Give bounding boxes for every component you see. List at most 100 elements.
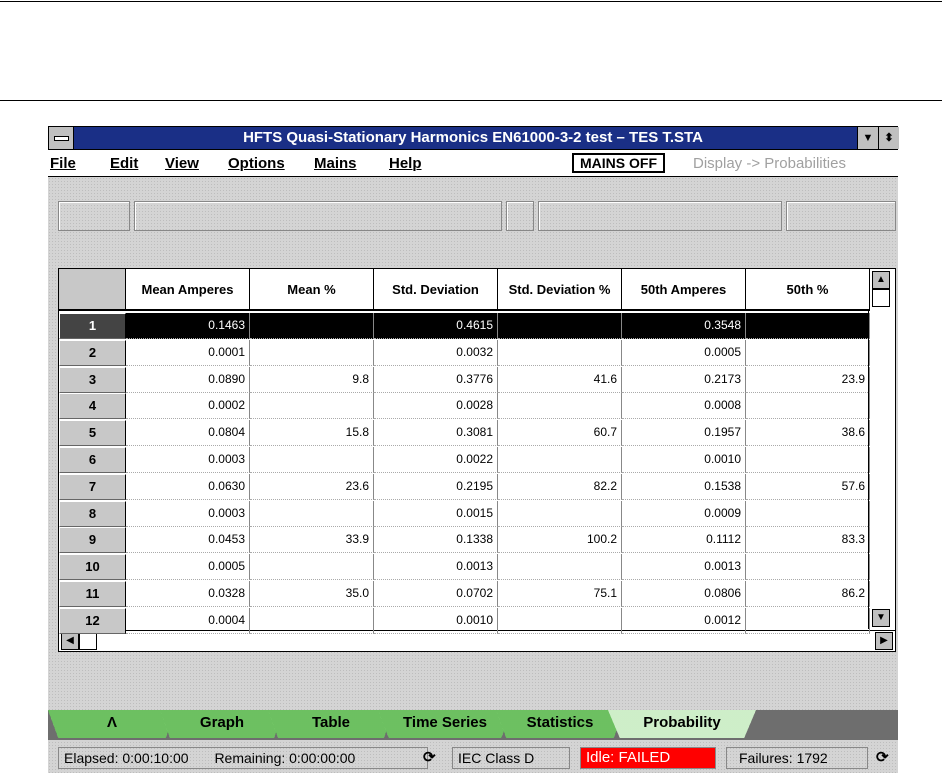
table-cell[interactable]: 0.2195 xyxy=(374,473,498,500)
table-cell[interactable] xyxy=(746,339,870,366)
title-bar[interactable]: HFTS Quasi-Stationary Harmonics EN61000-… xyxy=(48,126,899,150)
table-cell[interactable] xyxy=(746,313,870,339)
scroll-down-button[interactable]: ▼ xyxy=(872,609,890,627)
table-cell[interactable]: 0.3548 xyxy=(622,313,746,339)
column-header[interactable]: Mean % xyxy=(250,269,374,311)
tab-probability[interactable]: Probability xyxy=(608,710,756,738)
horizontal-scrollbar[interactable]: ◀ ▶ xyxy=(59,630,895,651)
table-cell[interactable]: 100.2 xyxy=(498,527,622,554)
table-cell[interactable]: 0.0015 xyxy=(374,500,498,527)
table-cell[interactable] xyxy=(250,607,374,634)
table-cell[interactable]: 0.0032 xyxy=(374,339,498,366)
row-header[interactable]: 1 xyxy=(59,313,126,339)
table-cell[interactable]: 0.0013 xyxy=(622,554,746,581)
table-cell[interactable]: 82.2 xyxy=(498,473,622,500)
table-cell[interactable] xyxy=(498,607,622,634)
table-cell[interactable]: 9.8 xyxy=(250,366,374,393)
refresh-icon-2[interactable]: ⟳ xyxy=(876,749,889,766)
scroll-left-button[interactable]: ◀ xyxy=(61,632,79,650)
table-cell[interactable]: 0.0009 xyxy=(622,500,746,527)
menu-view[interactable]: View xyxy=(165,155,199,172)
row-header[interactable]: 2 xyxy=(59,339,126,366)
table-cell[interactable]: 0.0013 xyxy=(374,554,498,581)
table-cell[interactable]: 0.0702 xyxy=(374,581,498,607)
table-cell[interactable]: 0.0003 xyxy=(126,447,250,473)
row-header[interactable]: 3 xyxy=(59,366,126,393)
table-cell[interactable] xyxy=(250,500,374,527)
table-cell[interactable]: 0.0630 xyxy=(126,473,250,500)
table-cell[interactable]: 0.0008 xyxy=(622,393,746,420)
restore-button[interactable]: ⬍ xyxy=(878,127,899,149)
table-cell[interactable]: 23.6 xyxy=(250,473,374,500)
vertical-scrollbar[interactable]: ▲ ▼ xyxy=(868,269,895,629)
menu-file[interactable]: File xyxy=(50,155,76,172)
table-cell[interactable]: 0.0001 xyxy=(126,339,250,366)
table-cell[interactable] xyxy=(498,393,622,420)
row-header[interactable]: 7 xyxy=(59,473,126,500)
table-cell[interactable]: 0.0010 xyxy=(622,447,746,473)
menu-help[interactable]: Help xyxy=(389,155,422,172)
row-header[interactable]: 4 xyxy=(59,393,126,420)
table-cell[interactable]: 33.9 xyxy=(250,527,374,554)
table-cell[interactable]: 41.6 xyxy=(498,366,622,393)
table-cell[interactable] xyxy=(746,500,870,527)
table-cell[interactable]: 75.1 xyxy=(498,581,622,607)
table-cell[interactable]: 0.0002 xyxy=(126,393,250,420)
table-cell[interactable]: 0.1538 xyxy=(622,473,746,500)
table-cell[interactable] xyxy=(746,393,870,420)
table-cell[interactable]: 0.2173 xyxy=(622,366,746,393)
table-cell[interactable] xyxy=(746,607,870,634)
table-cell[interactable]: 0.4615 xyxy=(374,313,498,339)
tab-time-series[interactable]: Time Series xyxy=(378,710,512,738)
column-header[interactable]: Std. Deviation xyxy=(374,269,498,311)
row-header[interactable]: 6 xyxy=(59,447,126,473)
table-cell[interactable]: 0.0328 xyxy=(126,581,250,607)
row-header[interactable]: 10 xyxy=(59,554,126,581)
table-cell[interactable]: 0.3081 xyxy=(374,420,498,447)
row-header[interactable]: 5 xyxy=(59,420,126,447)
table-cell[interactable]: 0.0806 xyxy=(622,581,746,607)
scroll-up-button[interactable]: ▲ xyxy=(872,271,890,289)
table-cell[interactable] xyxy=(498,500,622,527)
table-cell[interactable]: 0.0005 xyxy=(622,339,746,366)
system-menu-icon[interactable] xyxy=(49,127,74,149)
scroll-thumb-horizontal[interactable] xyxy=(79,632,97,650)
table-cell[interactable] xyxy=(498,339,622,366)
table-cell[interactable]: 38.6 xyxy=(746,420,870,447)
table-cell[interactable]: 0.0003 xyxy=(126,500,250,527)
table-cell[interactable] xyxy=(498,554,622,581)
table-cell[interactable] xyxy=(498,447,622,473)
row-header[interactable]: 9 xyxy=(59,527,126,554)
column-header[interactable]: Std. Deviation % xyxy=(498,269,622,311)
refresh-icon[interactable]: ⟳ xyxy=(423,749,436,766)
table-cell[interactable] xyxy=(498,313,622,339)
table-cell[interactable] xyxy=(250,447,374,473)
menu-mains[interactable]: Mains xyxy=(314,155,357,172)
scroll-right-button[interactable]: ▶ xyxy=(875,632,893,650)
tab-graph[interactable]: Graph xyxy=(160,710,284,738)
table-cell[interactable]: 0.0012 xyxy=(622,607,746,634)
table-cell[interactable] xyxy=(746,554,870,581)
row-header[interactable]: 11 xyxy=(59,581,126,607)
table-cell[interactable]: 35.0 xyxy=(250,581,374,607)
table-cell[interactable]: 0.0005 xyxy=(126,554,250,581)
tab-λ[interactable]: Λ xyxy=(48,710,176,738)
table-cell[interactable]: 83.3 xyxy=(746,527,870,554)
table-cell[interactable]: 0.1338 xyxy=(374,527,498,554)
table-cell[interactable]: 0.1957 xyxy=(622,420,746,447)
table-cell[interactable] xyxy=(250,313,374,339)
table-cell[interactable] xyxy=(746,447,870,473)
tab-table[interactable]: Table xyxy=(268,710,394,738)
table-cell[interactable]: 0.0004 xyxy=(126,607,250,634)
table-cell[interactable] xyxy=(250,393,374,420)
table-cell[interactable]: 0.0022 xyxy=(374,447,498,473)
column-header[interactable]: 50th % xyxy=(746,269,870,311)
table-cell[interactable]: 15.8 xyxy=(250,420,374,447)
table-cell[interactable]: 57.6 xyxy=(746,473,870,500)
table-cell[interactable]: 86.2 xyxy=(746,581,870,607)
menu-edit[interactable]: Edit xyxy=(110,155,139,172)
column-header[interactable]: 50th Amperes xyxy=(622,269,746,311)
table-cell[interactable]: 0.0890 xyxy=(126,366,250,393)
table-cell[interactable]: 0.1112 xyxy=(622,527,746,554)
row-header[interactable]: 12 xyxy=(59,607,126,634)
